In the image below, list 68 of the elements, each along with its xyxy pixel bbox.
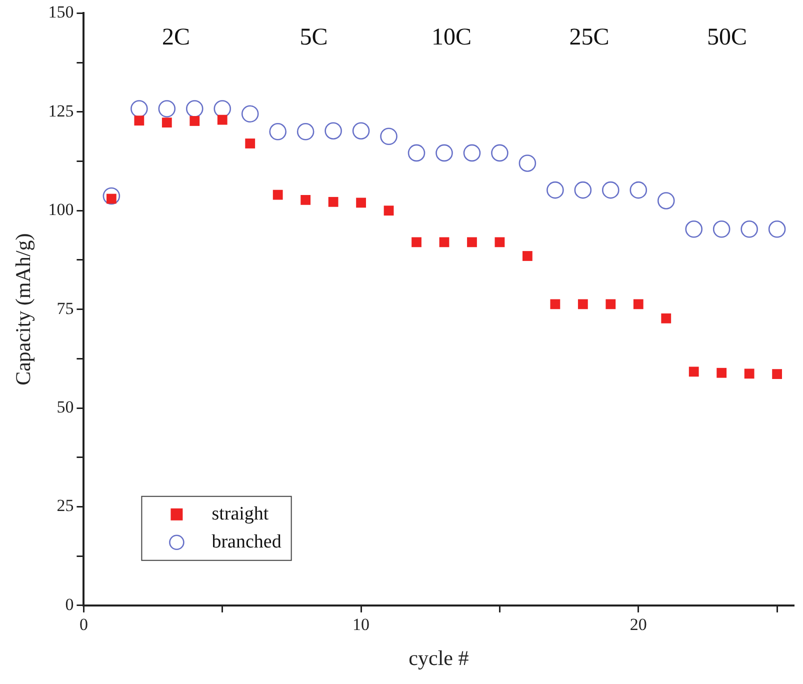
point (772, 369, 782, 379)
point (661, 313, 672, 324)
point (439, 237, 450, 248)
point (546, 181, 564, 199)
y-tick-label: 125 (48, 101, 74, 120)
point (467, 237, 477, 248)
point (494, 237, 505, 248)
point (518, 154, 536, 172)
point (744, 368, 754, 379)
point (324, 122, 342, 140)
point (186, 100, 204, 118)
point (162, 118, 172, 128)
x-tick-label: 10 (352, 615, 370, 634)
point (328, 196, 338, 207)
point (190, 116, 200, 126)
point (491, 144, 508, 162)
point (352, 122, 370, 140)
annotation: 25C (569, 24, 610, 50)
point (272, 190, 283, 200)
point (300, 194, 311, 205)
point (356, 198, 366, 208)
point (657, 192, 675, 210)
point (578, 299, 588, 310)
x-axis-title: cycle # (408, 646, 470, 670)
point (217, 114, 228, 125)
point (574, 181, 592, 199)
point (412, 237, 422, 248)
y-tick-label: 25 (56, 496, 74, 516)
point (214, 100, 232, 118)
annotation: 5C (300, 24, 328, 50)
point (685, 220, 703, 238)
point (408, 144, 426, 162)
point (384, 206, 394, 216)
point (606, 299, 616, 310)
point (740, 220, 758, 238)
point (712, 220, 730, 238)
x-tick-label: 20 (630, 615, 647, 634)
y-tick-label: 150 (48, 2, 74, 22)
point (241, 105, 259, 123)
point (716, 368, 727, 378)
point (550, 299, 560, 310)
legend-label: branched (212, 531, 282, 552)
point (134, 116, 144, 126)
y-tick-label: 75 (56, 298, 74, 318)
point (768, 220, 786, 238)
y-tick-label: 50 (56, 397, 74, 416)
y-tick-label: 100 (48, 200, 74, 220)
point (269, 122, 286, 140)
y-tick-label: 0 (65, 594, 74, 614)
y-axis-title: Capacity (mAh/g) (11, 233, 36, 386)
point (463, 144, 481, 162)
annotation: 10C (431, 24, 472, 50)
legend-label: straight (212, 503, 270, 524)
point (158, 100, 176, 118)
point (688, 366, 699, 377)
point (630, 181, 648, 199)
point (436, 144, 453, 162)
point (296, 122, 314, 140)
point (380, 128, 398, 146)
point (130, 100, 148, 118)
annotation: 50C (706, 24, 747, 50)
point (245, 138, 256, 148)
annotation: 2C (162, 24, 190, 50)
point (602, 181, 620, 199)
point (102, 187, 120, 205)
x-tick-label: 0 (79, 615, 88, 634)
point (633, 299, 644, 310)
point (522, 251, 532, 261)
